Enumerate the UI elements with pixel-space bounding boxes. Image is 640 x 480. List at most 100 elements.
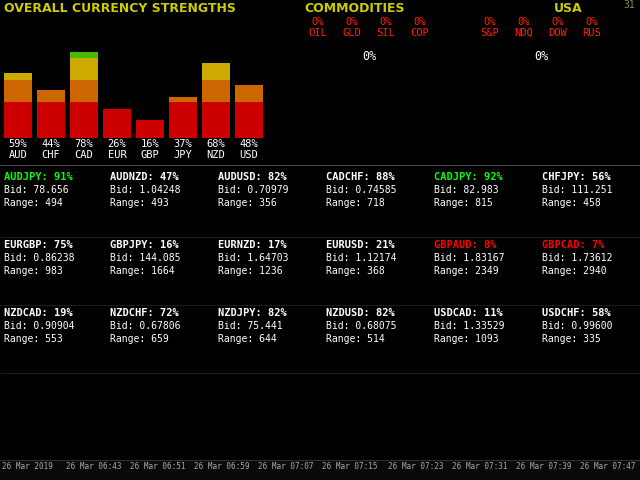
Text: 0%: 0%	[518, 17, 531, 27]
Text: 26 Mar 06:51: 26 Mar 06:51	[130, 462, 186, 471]
Text: 0%: 0%	[346, 17, 358, 27]
Text: USD: USD	[239, 150, 259, 160]
Text: 16%: 16%	[141, 139, 159, 149]
Text: EURUSD: 21%: EURUSD: 21%	[326, 240, 395, 250]
Text: Range: 458: Range: 458	[542, 198, 601, 208]
Bar	[202, 63, 230, 80]
Bar	[4, 73, 32, 80]
Bar	[136, 120, 164, 138]
Text: NZDCHF: 72%: NZDCHF: 72%	[110, 308, 179, 318]
Text: Bid: 78.656: Bid: 78.656	[4, 185, 68, 195]
Text: Bid: 1.64703: Bid: 1.64703	[218, 253, 289, 263]
Text: 44%: 44%	[42, 139, 60, 149]
Bar	[235, 102, 263, 138]
Text: 26 Mar 07:47: 26 Mar 07:47	[580, 462, 636, 471]
Text: Range: 335: Range: 335	[542, 334, 601, 344]
Bar	[70, 102, 98, 138]
Text: CHF: CHF	[42, 150, 60, 160]
Text: Range: 2349: Range: 2349	[434, 266, 499, 276]
Text: EUR: EUR	[108, 150, 126, 160]
Text: Range: 553: Range: 553	[4, 334, 63, 344]
Text: Bid: 0.70979: Bid: 0.70979	[218, 185, 289, 195]
Text: 0%: 0%	[552, 17, 564, 27]
Text: AUDNZD: 47%: AUDNZD: 47%	[110, 172, 179, 182]
Text: 59%: 59%	[8, 139, 28, 149]
Text: Bid: 1.73612: Bid: 1.73612	[542, 253, 612, 263]
Text: USDCAD: 11%: USDCAD: 11%	[434, 308, 503, 318]
Text: 68%: 68%	[207, 139, 225, 149]
Text: GBPJPY: 16%: GBPJPY: 16%	[110, 240, 179, 250]
Text: GBPCAD: 7%: GBPCAD: 7%	[542, 240, 605, 250]
Text: 26 Mar 06:43: 26 Mar 06:43	[66, 462, 122, 471]
Text: Bid: 1.04248: Bid: 1.04248	[110, 185, 180, 195]
Text: EURNZD: 17%: EURNZD: 17%	[218, 240, 287, 250]
Text: Bid: 0.67806: Bid: 0.67806	[110, 321, 180, 331]
Text: Bid: 0.86238: Bid: 0.86238	[4, 253, 74, 263]
Text: Range: 2940: Range: 2940	[542, 266, 607, 276]
Text: NZDJPY: 82%: NZDJPY: 82%	[218, 308, 287, 318]
Text: Bid: 144.085: Bid: 144.085	[110, 253, 180, 263]
Text: AUDUSD: 82%: AUDUSD: 82%	[218, 172, 287, 182]
Text: Range: 644: Range: 644	[218, 334, 276, 344]
Text: GBP: GBP	[141, 150, 159, 160]
Text: 31: 31	[623, 0, 635, 10]
Text: 26%: 26%	[108, 139, 126, 149]
Text: AUDJPY: 91%: AUDJPY: 91%	[4, 172, 73, 182]
Text: Range: 1236: Range: 1236	[218, 266, 283, 276]
Text: 48%: 48%	[239, 139, 259, 149]
Text: 26 Mar 07:23: 26 Mar 07:23	[388, 462, 444, 471]
Bar	[37, 102, 65, 138]
Text: 26 Mar 2019: 26 Mar 2019	[2, 462, 53, 471]
Bar	[169, 97, 197, 102]
Text: 0%: 0%	[534, 50, 548, 63]
Text: Bid: 0.90904: Bid: 0.90904	[4, 321, 74, 331]
Text: Range: 356: Range: 356	[218, 198, 276, 208]
Text: Bid: 0.74585: Bid: 0.74585	[326, 185, 397, 195]
Text: Bid: 0.99600: Bid: 0.99600	[542, 321, 612, 331]
Bar	[4, 80, 32, 102]
Text: OVERALL CURRENCY STRENGTHS: OVERALL CURRENCY STRENGTHS	[4, 2, 236, 15]
Text: 0%: 0%	[312, 17, 324, 27]
Bar	[103, 109, 131, 138]
Text: JPY: JPY	[173, 150, 193, 160]
Text: Bid: 1.83167: Bid: 1.83167	[434, 253, 504, 263]
Text: SIL: SIL	[376, 28, 396, 38]
Text: 26 Mar 07:07: 26 Mar 07:07	[258, 462, 314, 471]
Text: 26 Mar 07:31: 26 Mar 07:31	[452, 462, 508, 471]
Text: USDCHF: 58%: USDCHF: 58%	[542, 308, 611, 318]
Text: DOW: DOW	[548, 28, 568, 38]
Bar	[0, 460, 640, 480]
Text: COP: COP	[411, 28, 429, 38]
Text: CADCHF: 88%: CADCHF: 88%	[326, 172, 395, 182]
Text: 37%: 37%	[173, 139, 193, 149]
Bar	[202, 80, 230, 102]
Text: CADJPY: 92%: CADJPY: 92%	[434, 172, 503, 182]
Text: Range: 718: Range: 718	[326, 198, 385, 208]
Bar	[235, 85, 263, 102]
Bar	[37, 90, 65, 102]
Text: 0%: 0%	[484, 17, 496, 27]
Bar	[202, 102, 230, 138]
Text: 26 Mar 07:15: 26 Mar 07:15	[322, 462, 378, 471]
Text: Bid: 1.12174: Bid: 1.12174	[326, 253, 397, 263]
Text: CHFJPY: 56%: CHFJPY: 56%	[542, 172, 611, 182]
Text: Range: 368: Range: 368	[326, 266, 385, 276]
Text: 0%: 0%	[586, 17, 598, 27]
Text: NDQ: NDQ	[515, 28, 533, 38]
Text: Range: 514: Range: 514	[326, 334, 385, 344]
Text: 26 Mar 06:59: 26 Mar 06:59	[194, 462, 250, 471]
Text: Range: 1664: Range: 1664	[110, 266, 175, 276]
Text: Range: 983: Range: 983	[4, 266, 63, 276]
Text: OIL: OIL	[308, 28, 328, 38]
Bar	[70, 58, 98, 80]
Text: RUS: RUS	[582, 28, 602, 38]
Text: Range: 1093: Range: 1093	[434, 334, 499, 344]
Text: GBPAUD: 8%: GBPAUD: 8%	[434, 240, 497, 250]
Text: NZD: NZD	[207, 150, 225, 160]
Text: S&P: S&P	[481, 28, 499, 38]
Text: Bid: 1.33529: Bid: 1.33529	[434, 321, 504, 331]
Text: Range: 494: Range: 494	[4, 198, 63, 208]
Text: 78%: 78%	[75, 139, 93, 149]
Text: CAD: CAD	[75, 150, 93, 160]
Text: Bid: 75.441: Bid: 75.441	[218, 321, 283, 331]
